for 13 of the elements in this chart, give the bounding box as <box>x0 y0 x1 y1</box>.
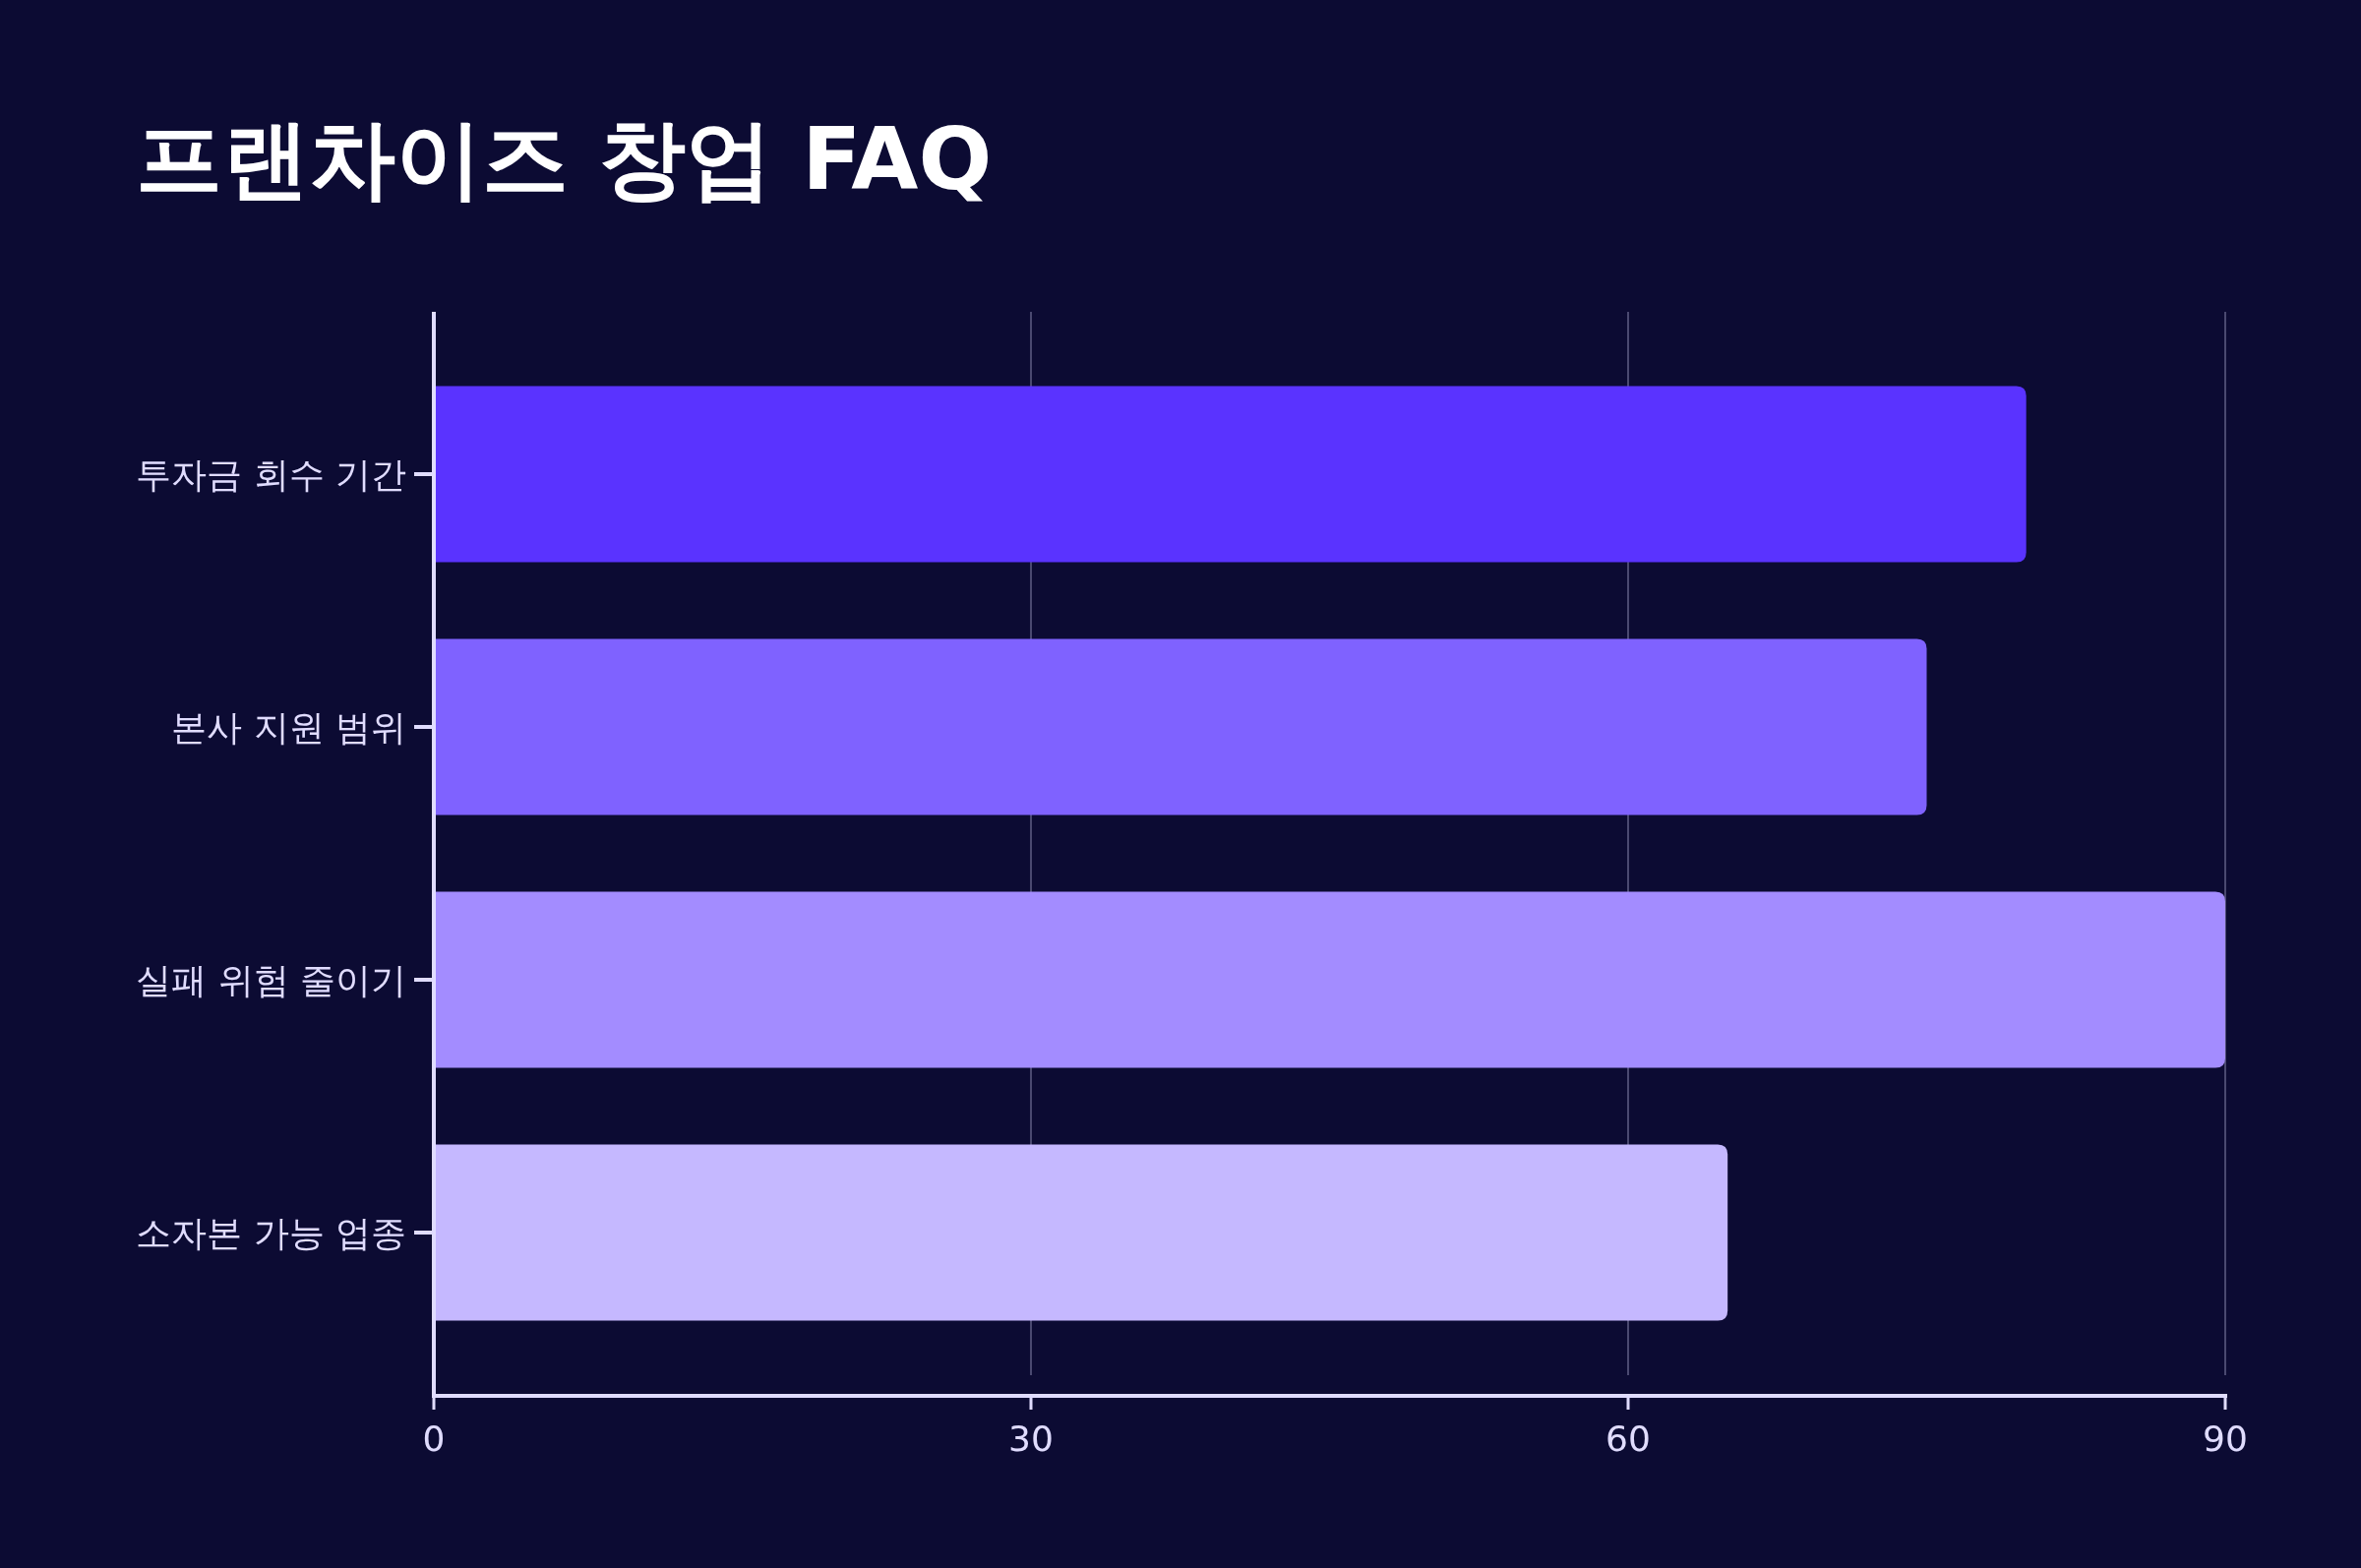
x-tick-label: 90 <box>2203 1418 2248 1459</box>
y-tick-label: 소자본 가능 업종 <box>136 1213 406 1253</box>
bar <box>434 638 1927 815</box>
y-tick-label: 본사 지원 범위 <box>171 707 406 748</box>
x-tick-label: 0 <box>422 1418 446 1459</box>
chart-title: 프랜차이즈 창업 FAQ <box>136 108 993 210</box>
bar <box>434 891 2225 1068</box>
x-tick-label: 60 <box>1605 1418 1651 1459</box>
bar <box>434 1144 1728 1321</box>
y-tick-label: 실패 위험 줄이기 <box>136 960 406 1000</box>
x-tick-label: 30 <box>1008 1418 1054 1459</box>
bar <box>434 386 2027 563</box>
y-tick-label: 투자금 회수 기간 <box>136 454 406 495</box>
